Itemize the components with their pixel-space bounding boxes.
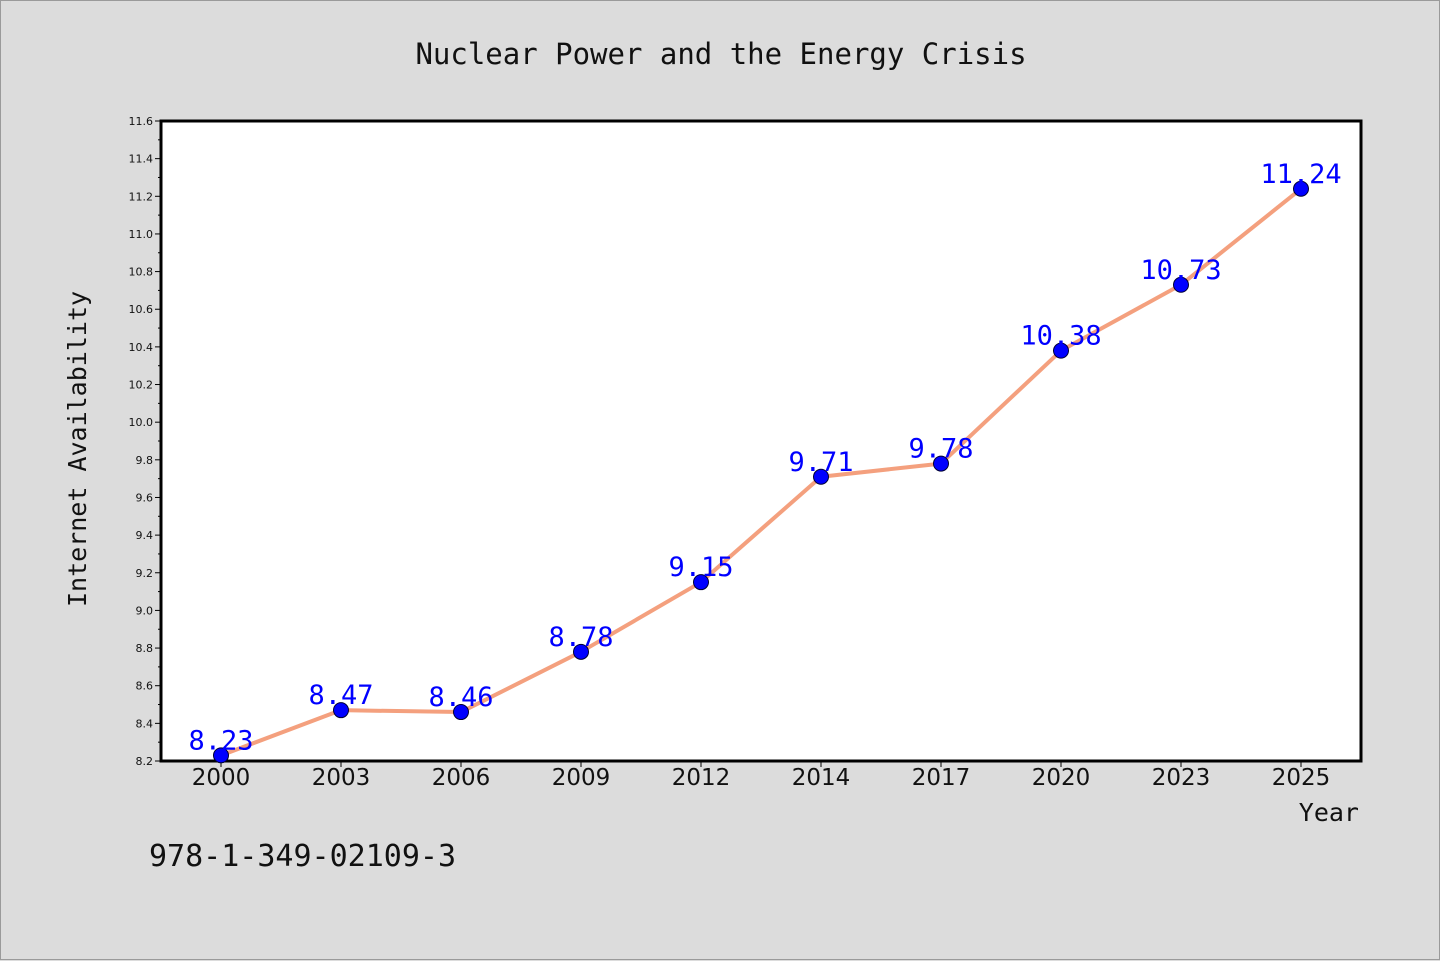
data-value-label: 8.78 — [548, 622, 613, 653]
y-axis-ticks: 8.2 8.4 8.6 8.8 9.0 9.2 9.4 9.6 9.8 10.0 10.2 10.4 1… — [129, 115, 161, 768]
data-value-label: 10.38 — [1020, 321, 1101, 352]
data-point-marker — [813, 468, 829, 485]
y-tick-label: 10.0 — [129, 416, 154, 429]
data-point-marker — [1053, 342, 1069, 359]
x-axis-ticks: 2000 2003 2006 2009 2012 2014 2017 2020 2023 2025 — [192, 761, 1331, 791]
y-tick-label: 10.6 — [129, 303, 154, 316]
data-point-marker — [453, 704, 469, 721]
data-labels: 8.23 8.47 8.46 8.78 9.15 9.71 9.78 10.38 10.73 11… — [188, 159, 1341, 757]
y-tick-label: 9.0 — [136, 604, 154, 617]
data-value-label: 10.73 — [1140, 255, 1221, 286]
y-tick-label: 8.2 — [136, 755, 154, 768]
y-tick-label: 10.4 — [129, 341, 154, 354]
x-tick-label: 2006 — [432, 765, 491, 791]
data-point-marker — [933, 455, 949, 472]
y-tick-label: 11.4 — [129, 153, 154, 166]
isbn-text: 978-1-349-02109-3 — [149, 839, 456, 874]
data-point-marker — [1293, 180, 1309, 197]
x-tick-label: 2020 — [1032, 765, 1091, 791]
data-point-marker — [213, 747, 229, 764]
y-tick-label: 8.8 — [136, 642, 154, 655]
y-tick-label: 8.6 — [136, 680, 154, 693]
chart-title: Nuclear Power and the Energy Crisis — [415, 37, 1026, 71]
x-tick-label: 2023 — [1152, 765, 1211, 791]
data-series — [213, 180, 1309, 764]
data-value-label: 8.46 — [428, 682, 493, 713]
data-value-label: 9.71 — [788, 447, 853, 478]
data-point-marker — [1173, 276, 1189, 293]
y-tick-label: 9.2 — [136, 567, 154, 580]
x-tick-label: 2017 — [912, 765, 971, 791]
y-tick-label: 8.4 — [136, 717, 154, 730]
data-value-label: 11.24 — [1260, 159, 1341, 190]
x-tick-label: 2000 — [192, 765, 251, 791]
y-tick-label: 9.6 — [136, 491, 154, 504]
data-value-label: 9.78 — [908, 434, 973, 465]
x-tick-label: 2025 — [1272, 765, 1331, 791]
data-value-label: 8.47 — [308, 680, 373, 711]
data-point-marker — [333, 702, 349, 719]
y-tick-label: 11.0 — [129, 228, 154, 241]
data-value-label: 9.15 — [668, 552, 733, 583]
y-tick-label: 10.8 — [129, 266, 154, 279]
data-value-label: 8.23 — [188, 725, 253, 756]
y-tick-label: 11.2 — [129, 190, 154, 203]
x-tick-label: 2012 — [672, 765, 731, 791]
x-tick-label: 2009 — [552, 765, 611, 791]
x-tick-label: 2014 — [792, 765, 851, 791]
x-tick-label: 2003 — [312, 765, 371, 791]
y-tick-label: 10.2 — [129, 379, 154, 392]
y-tick-label: 9.8 — [136, 454, 154, 467]
series-line — [219, 186, 1303, 758]
y-axis-label: Internet Availability — [63, 291, 92, 607]
data-point-marker — [573, 643, 589, 660]
plot-area — [159, 119, 1363, 763]
data-point-marker — [693, 574, 709, 591]
y-tick-label: 11.6 — [129, 115, 154, 128]
y-tick-label: 9.4 — [136, 529, 154, 542]
x-axis-label: Year — [1299, 798, 1359, 827]
